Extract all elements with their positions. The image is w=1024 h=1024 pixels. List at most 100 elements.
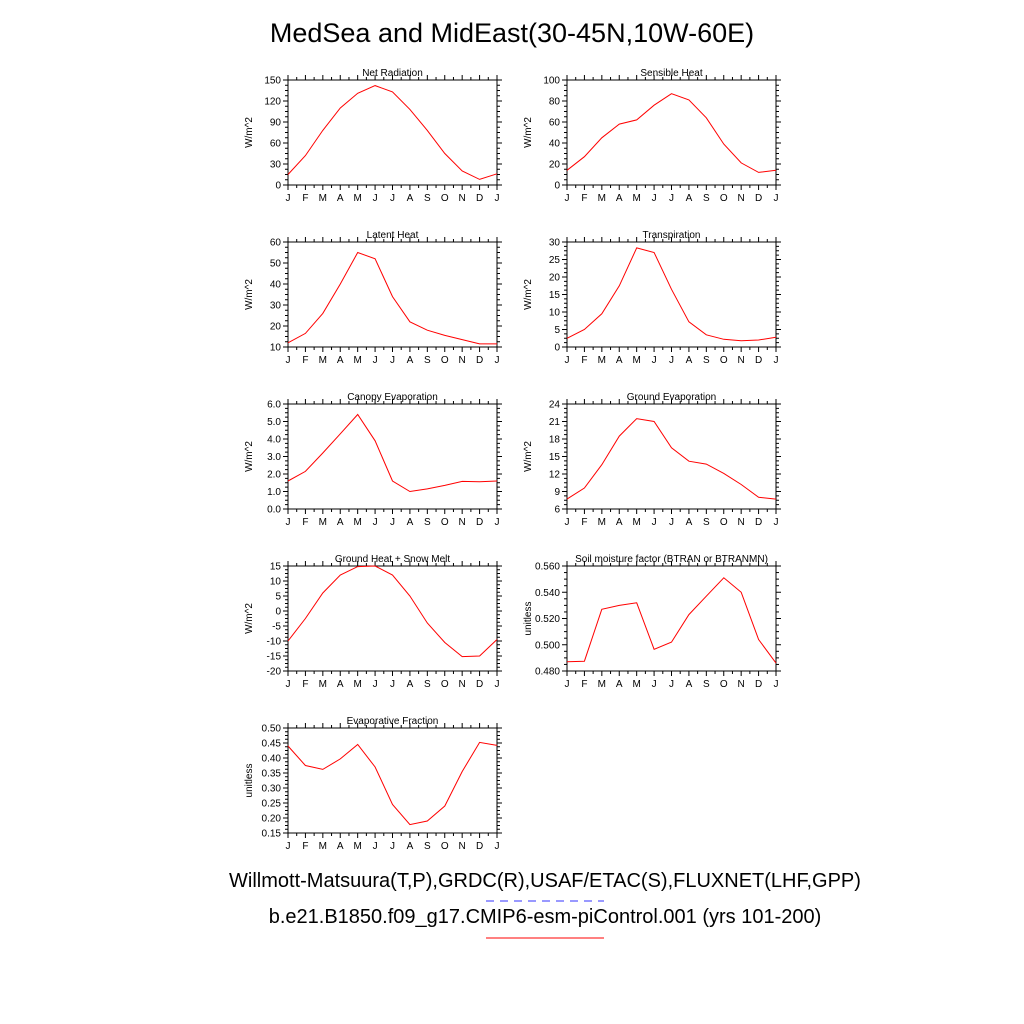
x-tick-label: S	[703, 193, 710, 204]
y-tick-label: 10	[270, 577, 282, 588]
x-tick-label: J	[565, 193, 570, 204]
y-tick-label: 0.480	[535, 667, 560, 678]
x-tick-label: S	[424, 517, 431, 528]
x-tick-label: M	[319, 355, 327, 366]
x-tick-label: J	[565, 517, 570, 528]
y-tick-label: 0.45	[262, 739, 282, 750]
x-tick-label: F	[302, 355, 308, 366]
y-tick-label: 25	[549, 255, 561, 266]
chart-panel-8: Soil moisture factor (BTRAN or BTRANMN) u…	[523, 554, 781, 690]
chart-title: Latent Heat	[367, 230, 419, 241]
y-tick-label: 0.30	[262, 784, 282, 795]
y-tick-label: 1.0	[267, 487, 281, 498]
y-tick-label: 120	[264, 97, 281, 108]
y-tick-label: 0.20	[262, 814, 282, 825]
x-tick-label: M	[353, 193, 361, 204]
y-tick-label: 0.40	[262, 754, 282, 765]
y-tick-label: -5	[272, 622, 281, 633]
x-tick-label: N	[738, 517, 745, 528]
x-tick-label: A	[337, 679, 344, 690]
x-tick-label: O	[720, 679, 728, 690]
plot-frame	[287, 241, 498, 348]
y-tick-label: 0.50	[262, 724, 282, 735]
y-tick-label: -10	[267, 637, 282, 648]
x-tick-label: S	[424, 679, 431, 690]
x-tick-label: J	[565, 679, 570, 690]
x-tick-label: A	[616, 355, 623, 366]
y-tick-label: 0	[554, 181, 560, 192]
y-tick-label: 24	[549, 400, 561, 411]
y-axis-label: unitless	[244, 764, 255, 798]
x-tick-label: O	[720, 355, 728, 366]
x-tick-label: O	[441, 841, 449, 852]
x-tick-label: J	[390, 679, 395, 690]
x-tick-label: D	[476, 517, 483, 528]
series-line	[566, 577, 777, 664]
y-tick-label: 30	[549, 238, 561, 249]
y-tick-label: 0.560	[535, 562, 560, 573]
x-tick-label: S	[424, 841, 431, 852]
x-tick-label: D	[476, 193, 483, 204]
x-tick-label: J	[373, 679, 378, 690]
y-tick-label: 2.0	[267, 470, 281, 481]
chart-title: Net Radiation	[362, 68, 423, 79]
x-tick-label: J	[390, 517, 395, 528]
x-tick-label: F	[581, 679, 587, 690]
plot-frame	[566, 79, 777, 186]
x-tick-label: A	[407, 841, 414, 852]
x-tick-label: J	[286, 193, 291, 204]
y-tick-label: 20	[549, 273, 561, 284]
plot-frame	[566, 241, 777, 348]
y-tick-label: 6.0	[267, 400, 281, 411]
y-tick-label: 40	[549, 139, 561, 150]
x-tick-label: S	[703, 679, 710, 690]
x-tick-label: J	[373, 841, 378, 852]
x-tick-label: M	[319, 841, 327, 852]
chart-title: Transpiration	[643, 230, 701, 241]
x-tick-label: A	[686, 355, 693, 366]
x-tick-label: A	[686, 517, 693, 528]
plot-frame	[287, 727, 498, 834]
x-tick-label: J	[373, 193, 378, 204]
y-tick-label: 60	[270, 139, 282, 150]
x-tick-label: J	[390, 355, 395, 366]
x-tick-label: J	[774, 355, 779, 366]
y-tick-label: 10	[549, 308, 561, 319]
y-tick-label: -20	[267, 667, 282, 678]
y-tick-label: 0.15	[262, 829, 282, 840]
y-axis-label: W/m^2	[244, 441, 255, 472]
x-tick-label: D	[476, 355, 483, 366]
y-axis-label: unitless	[523, 602, 534, 636]
footer-observations: Willmott-Matsuura(T,P),GRDC(R),USAF/ETAC…	[229, 870, 861, 892]
y-tick-label: -15	[267, 652, 282, 663]
x-tick-label: M	[598, 355, 606, 366]
y-tick-label: 10	[270, 343, 282, 354]
y-tick-label: 30	[270, 301, 282, 312]
y-tick-label: 60	[270, 238, 282, 249]
x-tick-label: M	[319, 517, 327, 528]
x-tick-label: J	[652, 193, 657, 204]
x-tick-label: J	[652, 517, 657, 528]
x-tick-label: M	[319, 193, 327, 204]
x-tick-label: J	[286, 355, 291, 366]
x-tick-label: N	[459, 841, 466, 852]
x-tick-label: F	[302, 517, 308, 528]
x-tick-label: J	[390, 193, 395, 204]
y-tick-label: 15	[549, 452, 561, 463]
x-tick-label: A	[616, 517, 623, 528]
x-tick-label: N	[738, 355, 745, 366]
y-axis-label: W/m^2	[523, 279, 534, 310]
x-tick-label: M	[353, 355, 361, 366]
x-tick-label: J	[669, 679, 674, 690]
x-tick-label: M	[319, 679, 327, 690]
x-tick-label: J	[565, 355, 570, 366]
x-tick-label: M	[632, 517, 640, 528]
x-tick-label: D	[755, 679, 762, 690]
y-tick-label: 4.0	[267, 435, 281, 446]
x-tick-label: N	[459, 679, 466, 690]
x-tick-label: N	[459, 355, 466, 366]
x-tick-label: D	[476, 841, 483, 852]
